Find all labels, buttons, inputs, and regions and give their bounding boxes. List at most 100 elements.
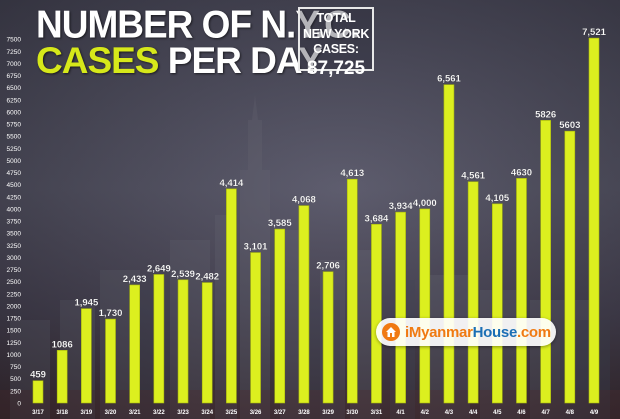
y-tick-label: 3000 [7, 255, 22, 262]
x-tick-label: 3/30 [346, 410, 358, 416]
x-tick-label: 3/19 [81, 410, 93, 416]
x-tick-label: 3/17 [32, 410, 44, 416]
bar-3-21 [129, 284, 140, 404]
y-tick-label: 2000 [7, 303, 22, 310]
data-label: 4630 [511, 167, 532, 178]
total-value: 87,725 [306, 57, 366, 79]
x-tick-label: 4/2 [421, 410, 430, 416]
bar-3-26 [250, 252, 261, 404]
data-label: 2,433 [123, 274, 147, 285]
y-tick-label: 7250 [7, 49, 22, 56]
data-label: 2,649 [147, 263, 171, 274]
y-tick-label: 7500 [7, 37, 22, 44]
total-label-2: NEW YORK [302, 26, 370, 41]
y-tick-label: 1500 [7, 328, 22, 335]
house-logo-icon [382, 323, 400, 341]
data-label: 4,000 [413, 198, 437, 209]
bar-4-5 [492, 203, 503, 404]
data-label: 7,521 [582, 27, 606, 38]
bar-3-23 [177, 279, 189, 404]
data-label: 6,561 [437, 74, 461, 85]
watermark-part-3: .com [516, 323, 551, 341]
y-tick-label: 3250 [7, 243, 22, 250]
y-tick-label: 250 [10, 388, 21, 395]
x-tick-label: 3/29 [322, 410, 334, 416]
x-tick-label: 3/26 [250, 410, 262, 416]
bar-3-17 [32, 380, 44, 404]
y-tick-label: 4750 [7, 170, 22, 177]
y-tick-label: 750 [10, 364, 21, 371]
bar-3-29 [322, 271, 334, 404]
x-tick-label: 4/8 [566, 410, 575, 416]
watermark-text: iMyanmarHouse.com [405, 324, 551, 341]
y-tick-label: 7000 [7, 61, 22, 68]
x-tick-label: 3/18 [56, 410, 68, 416]
y-tick-label: 6250 [7, 97, 22, 104]
bars-group [32, 37, 600, 404]
bar-3-28 [298, 205, 310, 404]
y-axis: 0 250 500 750 1000 1250 1500 1750 2000 2250 2500 27… [7, 37, 22, 408]
x-tick-label: 4/5 [493, 410, 502, 416]
x-tick-label: 4/9 [590, 410, 599, 416]
y-tick-label: 4500 [7, 182, 22, 189]
bar-4-4 [467, 181, 479, 404]
title-highlight: CASES [36, 40, 159, 81]
data-label: 1,730 [99, 308, 123, 319]
x-tick-label: 4/1 [396, 410, 405, 416]
data-label: 1086 [52, 339, 73, 350]
y-tick-label: 6750 [7, 73, 22, 80]
watermark-part-1: iMyanmar [405, 323, 473, 341]
y-tick-label: 2750 [7, 267, 22, 274]
bar-4-1 [395, 211, 406, 404]
x-tick-label: 4/7 [541, 410, 550, 416]
x-tick-label: 3/23 [177, 410, 189, 416]
data-label: 4,414 [220, 178, 244, 189]
y-tick-label: 2250 [7, 291, 22, 298]
bar-3-22 [153, 274, 165, 404]
total-label-1: TOTAL [316, 11, 356, 25]
bar-4-7 [540, 120, 551, 404]
total-label-3: CASES: [313, 42, 359, 56]
bar-3-31 [371, 223, 382, 404]
bar-4-9 [588, 37, 600, 404]
x-tick-label: 3/31 [371, 410, 383, 416]
y-tick-label: 0 [17, 401, 21, 408]
title-line-2: CASES PER DAY [36, 40, 323, 82]
watermark-badge: iMyanmarHouse.com [376, 318, 556, 346]
data-label: 3,101 [244, 242, 268, 253]
data-label: 4,068 [292, 195, 316, 206]
x-tick-label: 3/21 [129, 410, 141, 416]
x-tick-label: 3/24 [201, 410, 213, 416]
x-tick-label: 3/20 [105, 410, 117, 416]
y-tick-label: 1250 [7, 340, 22, 347]
y-tick-label: 3750 [7, 219, 22, 226]
x-axis: 3/17 3/18 3/19 3/20 3/21 3/22 3/23 3/24 3/25 3/26… [32, 410, 599, 416]
y-tick-label: 5250 [7, 146, 22, 153]
y-tick-label: 6000 [7, 109, 22, 116]
data-label: 4,105 [485, 193, 509, 204]
x-tick-label: 4/3 [445, 410, 454, 416]
watermark-part-2: House [472, 323, 518, 341]
data-label: 5603 [559, 120, 580, 131]
y-tick-label: 500 [10, 376, 21, 383]
x-tick-label: 3/28 [298, 410, 310, 416]
title-rest: PER DAY [167, 40, 323, 81]
bar-4-2 [419, 208, 431, 404]
y-tick-label: 2500 [7, 279, 22, 286]
y-tick-label: 5500 [7, 134, 22, 141]
y-tick-label: 4250 [7, 194, 22, 201]
bar-4-3 [443, 84, 455, 404]
data-label: 4,561 [461, 171, 485, 182]
title-line-1: NUMBER OF N.Y.C. [36, 2, 360, 46]
bar-3-30 [346, 178, 358, 404]
bar-4-6 [516, 178, 527, 404]
y-tick-label: 5000 [7, 158, 22, 165]
data-label: 3,934 [389, 201, 413, 212]
total-cases-box: TOTAL NEW YORK CASES: 87,725 [298, 7, 374, 79]
bar-4-8 [564, 130, 576, 404]
bar-3-19 [81, 308, 92, 404]
y-tick-label: 5750 [7, 122, 22, 129]
y-tick-label: 4000 [7, 206, 22, 213]
